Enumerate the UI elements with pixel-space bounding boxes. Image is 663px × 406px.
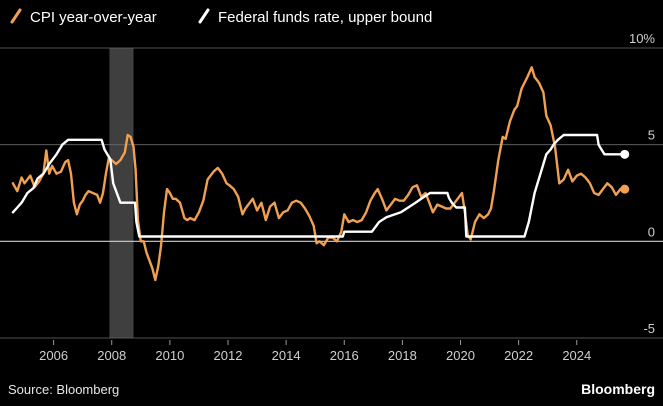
x-tick-label-4: 2014 [272, 348, 301, 363]
series-layer [11, 66, 630, 282]
x-tick-label-8: 2022 [504, 348, 533, 363]
y-tick-label-3: -5 [643, 321, 655, 336]
legend-swatch-fed-funds-icon [198, 8, 210, 24]
x-tick-label-6: 2018 [388, 348, 417, 363]
recession-band-0 [109, 48, 134, 338]
source-note: Source: Bloomberg [8, 382, 119, 397]
x-tick-label-3: 2012 [214, 348, 243, 363]
x-tick-label-7: 2020 [446, 348, 475, 363]
legend-label-fed-funds: Federal funds rate, upper bound [218, 9, 432, 26]
legend-swatch-cpi-icon [10, 8, 22, 24]
y-tick-label-1: 5 [648, 128, 655, 143]
x-tick-label-5: 2016 [330, 348, 359, 363]
series-end-marker-fed-funds [620, 149, 630, 159]
y-axis-tick-labels: 10% 5 0 -5 [629, 31, 655, 336]
x-tick-label-0: 2006 [39, 348, 68, 363]
x-tick-label-1: 2008 [97, 348, 126, 363]
bloomberg-logo: Bloomberg [581, 381, 655, 397]
legend: CPI year-over-year Federal funds rate, u… [10, 8, 432, 26]
series-line-cpi [11, 66, 626, 282]
recession-shading-layer [109, 48, 134, 338]
x-axis-tick-labels: 2006 2008 2010 2012 2014 2016 2018 2020 2022 2024 [39, 340, 591, 363]
x-tick-label-9: 2024 [562, 348, 591, 363]
y-tick-label-0: 10% [629, 31, 655, 46]
y-tick-label-2: 0 [648, 224, 655, 239]
gridlines [0, 47, 663, 339]
legend-label-cpi: CPI year-over-year [30, 9, 157, 26]
series-line-fed-funds [11, 133, 626, 238]
x-tick-label-2: 2010 [155, 348, 184, 363]
series-end-marker-cpi [620, 184, 630, 194]
